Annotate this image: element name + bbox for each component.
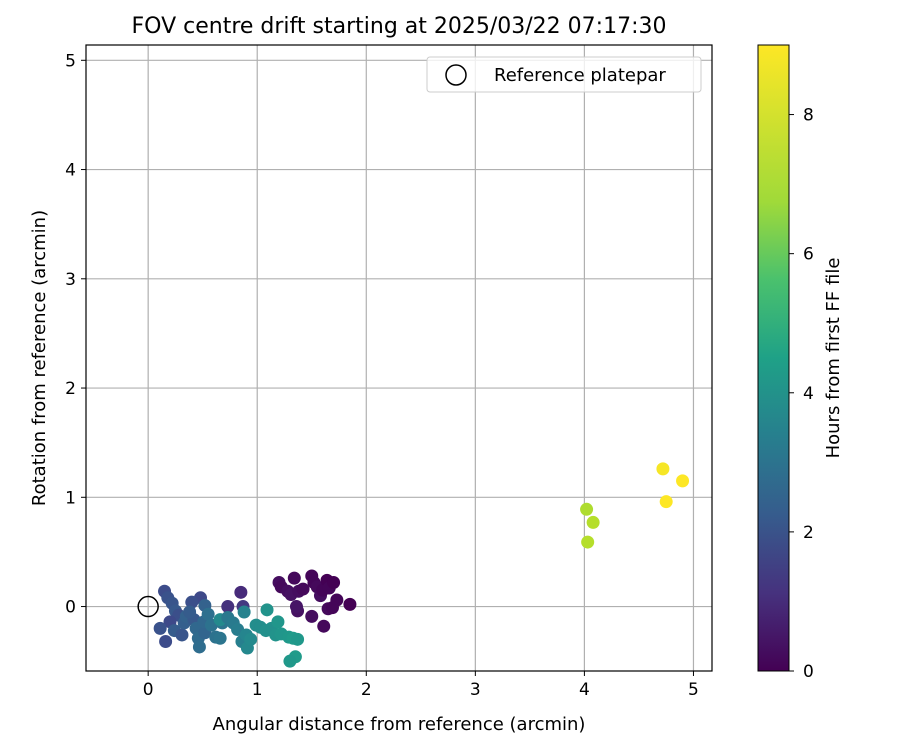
legend-label: Reference platepar xyxy=(494,65,666,86)
colorbar-tick-label: 6 xyxy=(803,245,814,265)
scatter-point xyxy=(296,582,310,596)
scatter-point xyxy=(237,605,251,619)
scatter-point xyxy=(289,600,303,614)
scatter-point xyxy=(153,621,167,635)
colorbar: 0 2 4 6 8 Hours from first FF file xyxy=(757,44,844,682)
x-tick-label: 2 xyxy=(361,680,372,700)
legend: Reference platepar xyxy=(426,56,702,93)
colorbar-ticks: 0 2 4 6 8 xyxy=(789,106,814,682)
scatter-point xyxy=(659,495,673,509)
colorbar-label: Hours from first FF file xyxy=(823,258,844,459)
x-tick-label: 5 xyxy=(688,680,699,700)
y-tick-label: 5 xyxy=(65,51,76,71)
scatter-point xyxy=(175,628,189,642)
scatter-point xyxy=(327,576,341,590)
scatter-point xyxy=(283,654,297,668)
x-tick-label: 4 xyxy=(579,680,590,700)
x-axis-ticks: 0 1 2 3 4 5 xyxy=(143,671,699,700)
scatter-point xyxy=(201,607,215,621)
y-axis-label: Rotation from reference (arcmin) xyxy=(29,210,50,506)
colorbar-tick-label: 0 xyxy=(803,662,814,682)
scatter-point xyxy=(183,605,197,619)
legend-marker xyxy=(445,64,467,86)
legend-box xyxy=(426,56,702,93)
scatter-point xyxy=(676,474,690,488)
scatter-point xyxy=(159,635,173,649)
y-tick-label: 3 xyxy=(65,270,76,290)
scatter-point xyxy=(580,502,594,516)
scatter-point xyxy=(192,640,206,654)
scatter-point xyxy=(305,609,319,623)
scatter-point xyxy=(271,615,285,629)
colorbar-tick-label: 4 xyxy=(803,384,814,404)
data-points xyxy=(153,462,690,668)
y-tick-label: 0 xyxy=(65,598,76,618)
scatter-point xyxy=(234,585,248,599)
scatter-point xyxy=(343,597,357,611)
scatter-point xyxy=(260,603,274,617)
y-tick-label: 4 xyxy=(65,161,76,181)
scatter-point xyxy=(244,632,258,646)
colorbar-tick-label: 2 xyxy=(803,523,814,543)
scatter-point xyxy=(291,632,305,646)
x-axis-label: Angular distance from reference (arcmin) xyxy=(213,714,586,735)
y-axis-ticks: 0 1 2 3 4 5 xyxy=(65,51,86,618)
x-tick-label: 3 xyxy=(470,680,481,700)
y-tick-label: 2 xyxy=(65,379,76,399)
x-tick-label: 0 xyxy=(143,680,154,700)
x-tick-label: 1 xyxy=(252,680,263,700)
scatter-point xyxy=(317,619,331,633)
colorbar-tick-label: 8 xyxy=(803,106,814,126)
scatter-point xyxy=(287,571,301,585)
y-tick-label: 1 xyxy=(65,488,76,508)
plot-frame xyxy=(85,44,713,672)
scatter-point xyxy=(325,601,339,615)
chart-title: FOV centre drift starting at 2025/03/22 … xyxy=(132,14,667,39)
scatter-point xyxy=(656,462,670,476)
colorbar-gradient xyxy=(757,44,790,672)
scatter-point xyxy=(185,595,199,609)
scatter-point xyxy=(213,631,227,645)
grid-lines xyxy=(86,45,712,671)
reference-point xyxy=(137,595,159,618)
scatter-point xyxy=(586,515,600,529)
scatter-point xyxy=(581,535,595,549)
scatter-point xyxy=(221,600,235,614)
